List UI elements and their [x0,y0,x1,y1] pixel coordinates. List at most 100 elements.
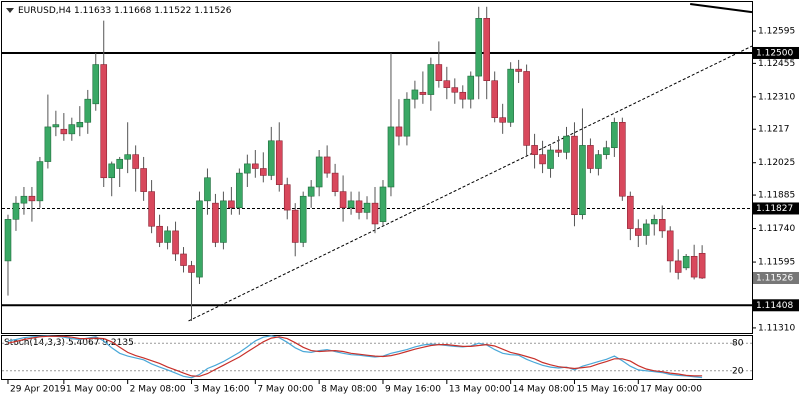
candle-body [611,121,618,149]
x-tick-label: 8 May 08:00 [321,385,377,395]
candle-body [132,154,139,169]
candle-body [44,126,52,162]
candle-body [204,177,211,202]
price-tag: 1.11526 [753,272,799,285]
y-tick-label: 1.11885 [758,191,795,201]
candle-body [20,195,28,204]
indicator-signal: 9.2135 [102,338,134,348]
last-open: 1.11633 [74,6,111,16]
candle-body [220,200,227,243]
candle-body [140,168,147,192]
candle-body [196,200,203,278]
y-tick-label: 1.11310 [758,323,795,333]
y-tick-label: 1.1217 [758,125,790,135]
candle-body [188,265,195,273]
candle-body [291,209,299,243]
x-tick-label: 1 May 00:00 [66,385,122,395]
candle-body [547,149,554,169]
candle-body [563,135,570,153]
candle-body [666,230,674,262]
candle-body [539,154,546,165]
candle-body [499,117,506,123]
candle-body [283,184,291,211]
main-frame [1,1,753,334]
candle-body [76,121,84,128]
candle-body [395,126,403,137]
level-tag: 1.11827 [753,202,799,215]
price-tag-label: 1.11526 [756,274,793,284]
candle-body [68,124,76,135]
candle-body [523,71,530,146]
candle-body [267,140,275,176]
candle-body [236,172,243,209]
last-low: 1.11522 [154,6,191,16]
indicator-tick-label: 80 [732,339,744,349]
candle-body [84,98,92,123]
level-tag-box [753,202,799,215]
candle-body [427,64,435,95]
candle-body [148,191,155,227]
candle-body [451,87,459,93]
candle-body [658,219,666,232]
candle-body [379,186,387,222]
candle-body [467,75,475,100]
last-high: 1.11668 [114,6,151,16]
x-tick-label: 29 Apr 2019 [10,385,66,395]
candle-body [92,64,100,105]
indicator-name: Stoch(14,3,3) [4,338,65,348]
candle-body [60,128,68,135]
candle-body [244,163,251,174]
candle-body [260,168,267,176]
candle-body [531,145,538,155]
candle-body [682,255,690,269]
indicator-frame [1,335,753,380]
candle-body [156,225,163,243]
candle-body [571,135,578,216]
candle-body [164,230,171,243]
candle-body [411,89,419,100]
candle-body [587,145,594,169]
candle-body [491,80,498,118]
candle-body [371,202,379,225]
candle-body [108,163,116,179]
y-tick-label: 1.12595 [758,27,795,37]
candle-body [650,219,658,225]
candle-body [347,200,355,209]
level-tag: 1.12500 [753,46,799,59]
candle-body [595,154,602,169]
candle-body [403,98,411,137]
candle-body [4,219,12,262]
candle-body [635,228,642,236]
indicator-main: 5.4067 [68,338,100,348]
candle-body [690,255,698,278]
candle-body [475,18,483,77]
candle-body [252,163,259,169]
y-tick-label: 1.11595 [758,258,795,268]
x-tick-label: 7 May 00:00 [257,385,313,395]
candle-body [419,91,427,95]
candle-body [323,156,331,174]
candle-body [627,195,634,229]
x-tick-label: 2 May 08:00 [130,385,186,395]
indicator-tick-label: 20 [732,366,744,376]
candle-body [435,64,443,82]
level-tag-label: 1.12500 [756,48,793,58]
indicator-line [7,335,703,379]
level-tag-box [753,299,799,312]
level-tag-box [753,46,799,59]
candle-body [603,147,610,155]
y-tick-label: 1.11740 [758,224,795,234]
indicator-line [7,335,703,377]
y-tick-label: 1.12310 [758,92,795,102]
candle-body [515,68,522,72]
level-tag-label: 1.11827 [756,204,793,214]
candle-body [52,124,60,128]
candle-body [443,80,451,88]
level-tag-label: 1.11408 [756,301,793,311]
candle-body [387,126,395,188]
candle-body [619,121,626,197]
x-tick-label: 9 May 16:00 [385,385,441,395]
x-tick-label: 14 May 08:00 [513,385,575,395]
y-tick-label: 1.12455 [758,59,795,69]
